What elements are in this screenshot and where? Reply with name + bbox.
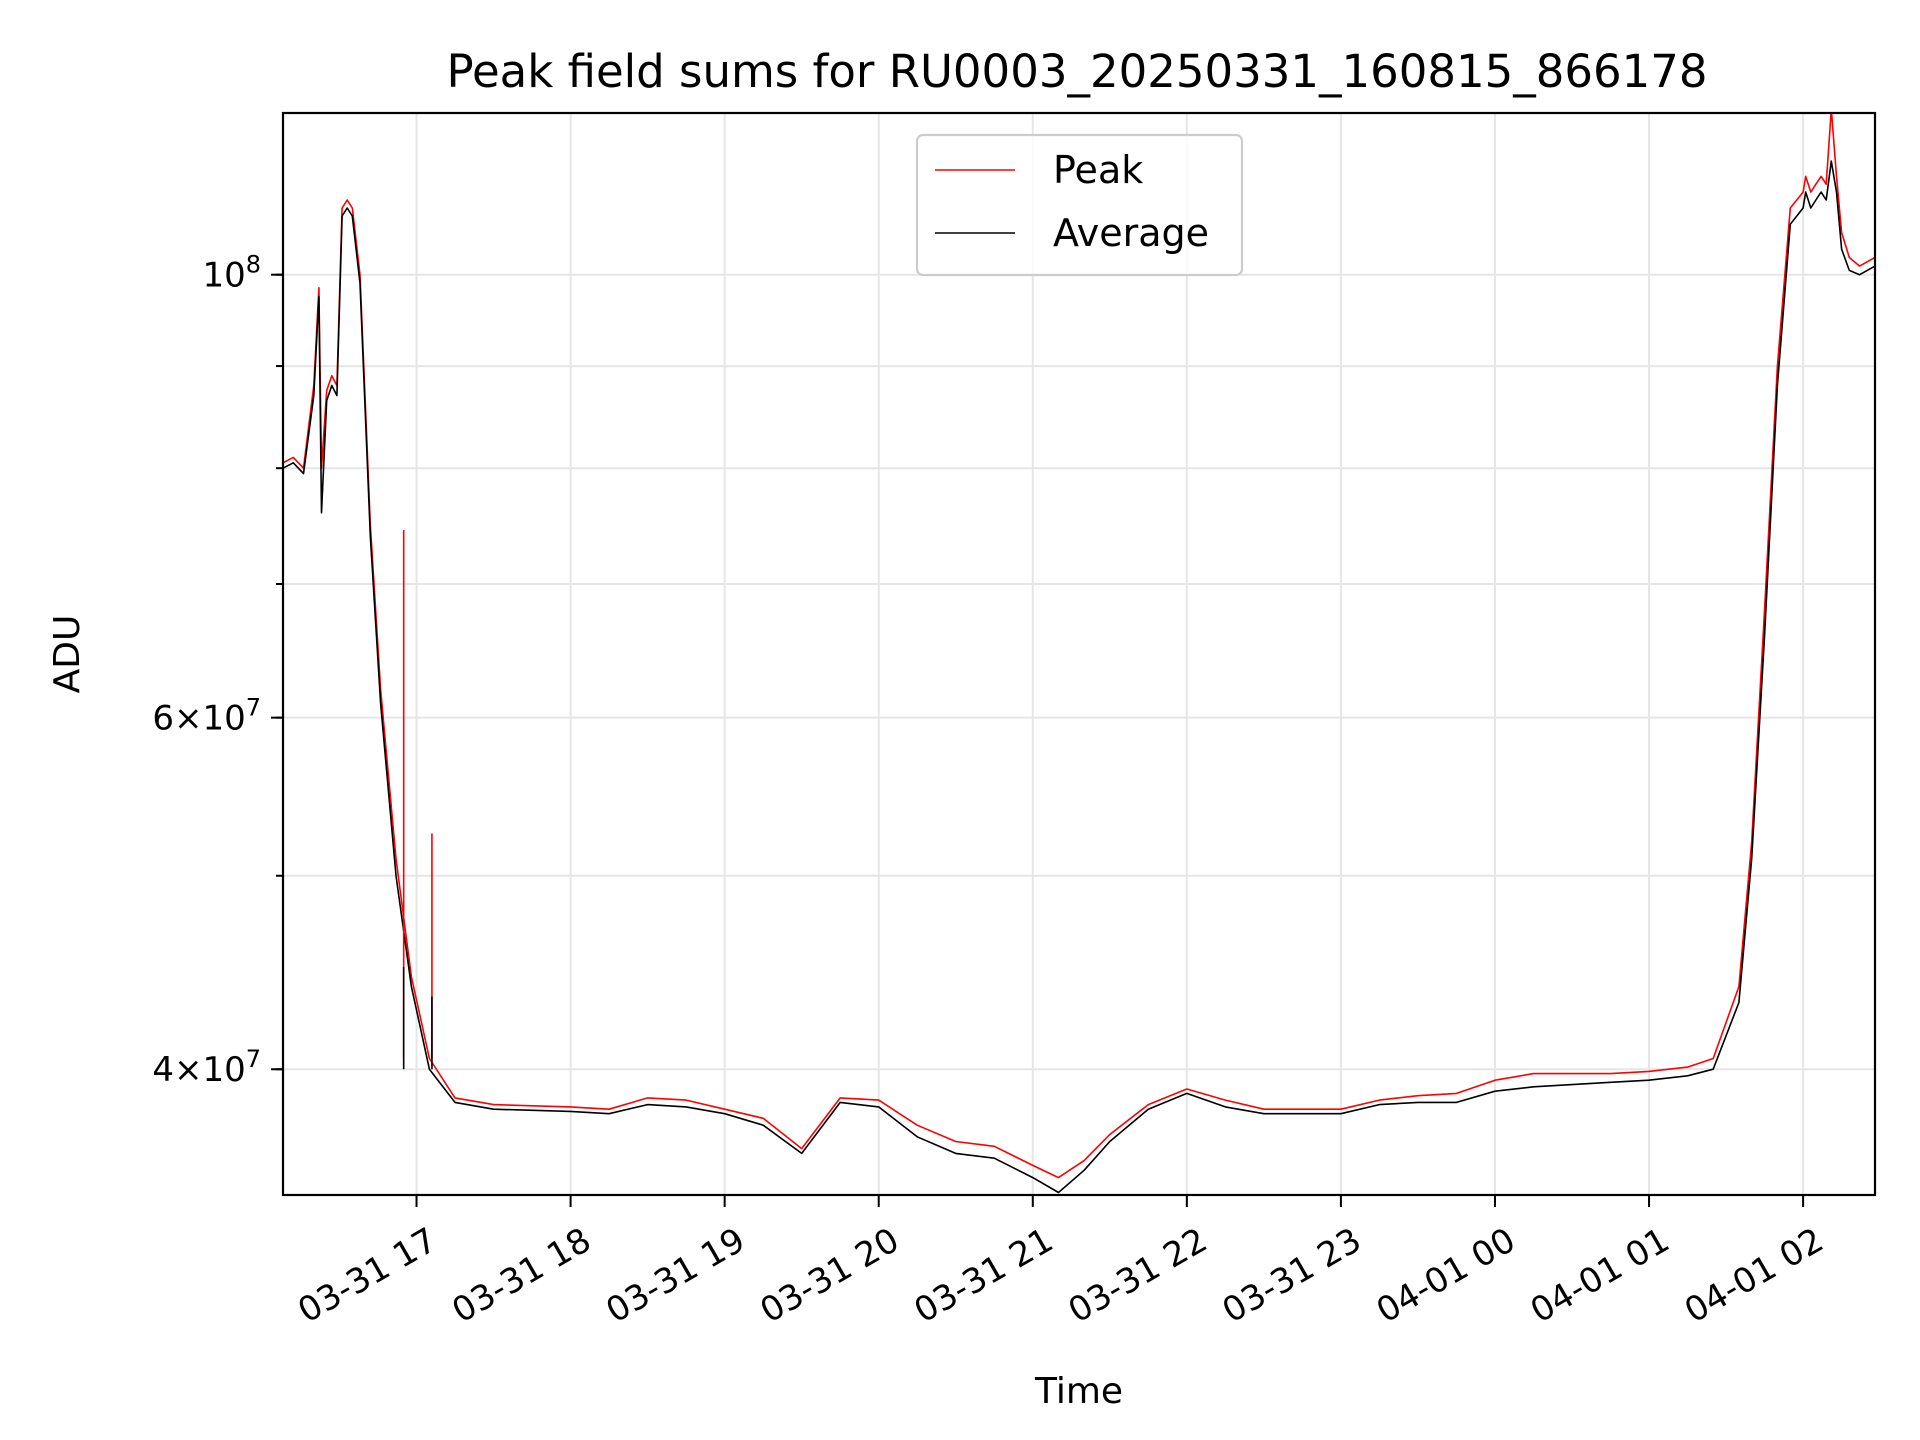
chart-title: Peak field sums for RU0003_20250331_1608… — [446, 45, 1707, 98]
series-line-peak — [283, 113, 1875, 1179]
series-line-average — [283, 160, 1875, 1194]
y-axis-label: ADU — [47, 615, 88, 694]
x-axis-label: Time — [1034, 1371, 1123, 1412]
y-tick-label: 108 — [202, 251, 261, 296]
legend-label-peak: Peak — [1053, 148, 1143, 192]
y-tick-label: 4×107 — [152, 1045, 261, 1090]
legend-label-average: Average — [1053, 211, 1209, 255]
grid — [283, 113, 1875, 1195]
plot-frame — [281, 111, 1877, 1197]
legend: Peak Average — [915, 133, 1244, 277]
series-area — [283, 113, 1875, 1194]
y-tick-label: 6×107 — [152, 694, 261, 739]
